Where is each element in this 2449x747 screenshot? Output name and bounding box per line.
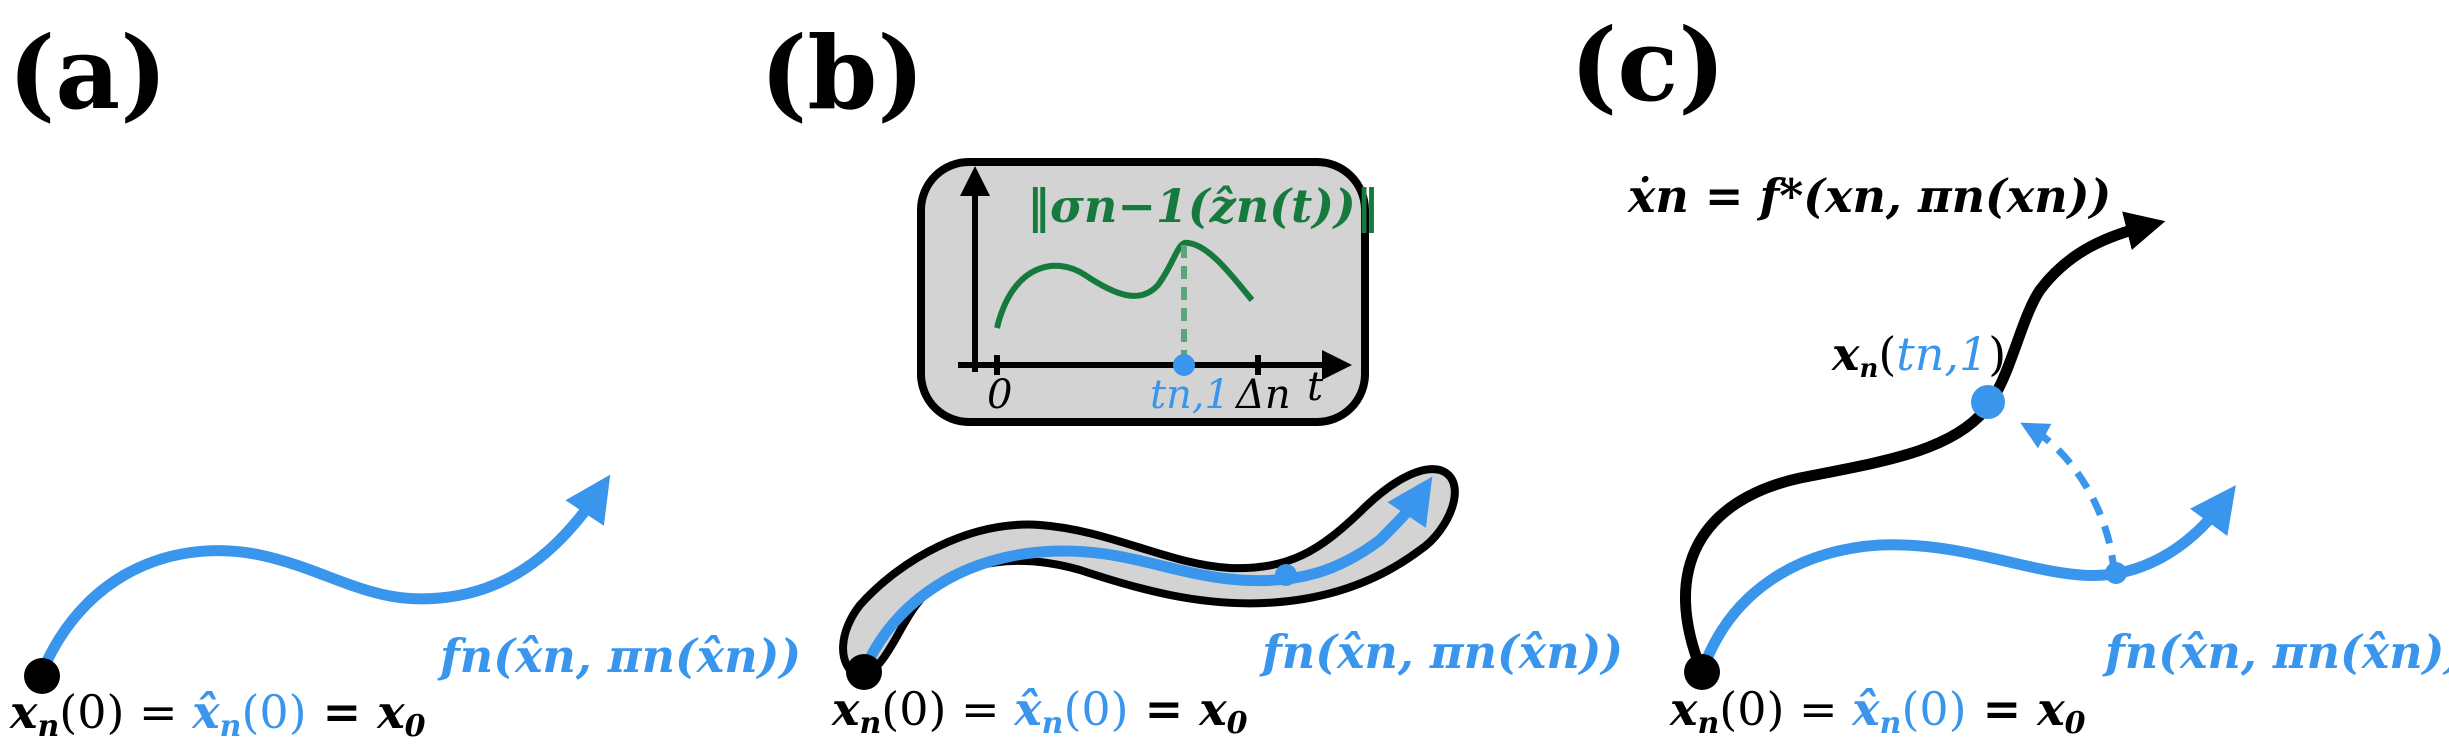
uncertainty-tube <box>839 465 1459 683</box>
initial-state-equation: xn(0) = x̂n(0) = x0 <box>831 682 1248 741</box>
initial-state-equation: xn(0) = x̂n(0) = x0 <box>1669 682 2086 741</box>
model-dynamics-label: fn(x̂n, πn(x̂n)) <box>1259 625 1623 679</box>
tick-label-t: t <box>1307 364 1324 410</box>
query-correction-arrow <box>2020 422 2118 574</box>
model-dynamics-label: fn(x̂n, πn(x̂n)) <box>437 629 801 683</box>
uncertainty-curve <box>994 239 1255 329</box>
model-trajectory <box>858 476 1433 677</box>
panel-a-label: (a) <box>8 14 167 132</box>
true-state-label: xn(tn,1) <box>1831 327 2006 384</box>
panel-b: (b) ‖σn−1(ẑn(t))‖ 0 tn,1 Δn t xn(0) = x̂… <box>760 14 1623 741</box>
tick-label-delta: Δn <box>1234 372 1291 418</box>
model-dynamics-label: fn(x̂n, πn(x̂n)) <box>2102 625 2449 679</box>
initial-state-dot <box>846 654 882 690</box>
initial-state-dot <box>1684 654 1720 690</box>
model-trajectory <box>36 474 611 678</box>
true-trajectory <box>1680 211 2166 678</box>
tick-label-t-n1: tn,1 <box>1150 372 1230 418</box>
model-query-point-dot <box>2105 562 2127 584</box>
max-uncertainty-state-dot <box>1275 564 1297 586</box>
true-state-dot <box>1971 385 2005 419</box>
true-dynamics-equation: ẋn = f*(xn, πn(xn)) <box>1627 169 2111 223</box>
tick-label-zero: 0 <box>987 372 1012 418</box>
max-uncertainty-time-dot <box>1173 354 1195 376</box>
panel-b-label: (b) <box>760 14 925 132</box>
panel-c-label: (c) <box>1570 6 1726 124</box>
model-trajectory <box>1696 485 2236 678</box>
initial-state-dot <box>24 658 60 694</box>
uncertainty-norm-label: ‖σn−1(ẑn(t))‖ <box>1027 179 1379 233</box>
panel-a: (a) xn(0) = x̂n(0) = x0 fn(x̂n, πn(x̂n)) <box>8 14 801 744</box>
initial-state-equation: xn(0) = x̂n(0) = x0 <box>9 685 426 744</box>
panel-c: (c) ẋn = f*(xn, πn(xn)) xn(tn,1) xn(0) =… <box>1570 6 2449 741</box>
